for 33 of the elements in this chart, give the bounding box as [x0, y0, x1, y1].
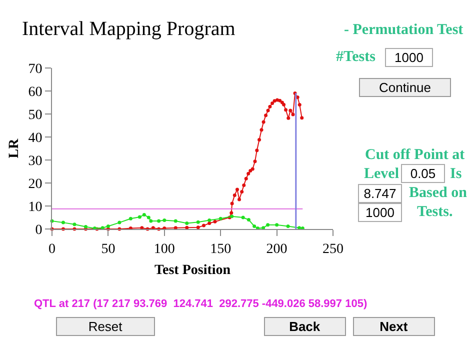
x-tick-label: 250	[322, 242, 344, 257]
y-tick-label: 40	[28, 130, 42, 146]
chart-title: Interval Mapping Program	[22, 18, 236, 40]
x-tick-label: 100	[154, 242, 175, 257]
text: Continue	[378, 80, 432, 95]
text: Tests.	[417, 204, 453, 220]
x-axis-title: Test Position	[154, 263, 231, 278]
text: 1000	[366, 205, 394, 220]
text: QTL at 217 (17 217 93.769 124.741 292.775 -449.026 58.997 105)	[34, 298, 368, 310]
y-tick-label: 10	[28, 200, 42, 215]
y-tick-label: 50	[28, 108, 42, 123]
y-tick-label: 60	[28, 84, 42, 100]
text: Based on	[409, 185, 468, 201]
text: Is	[450, 166, 462, 182]
x-tick-label: 200	[266, 242, 288, 257]
x-tick-label: 150	[210, 242, 232, 257]
x-tick-label: 0	[48, 242, 56, 257]
text: 1000	[394, 50, 424, 65]
text: 0.05	[410, 166, 436, 181]
y-tick-label: 30	[28, 154, 42, 169]
y-axis-title: LR	[6, 138, 22, 158]
text: 8.747	[364, 186, 396, 201]
y-tick-label: 0	[35, 222, 42, 238]
text: #Tests	[336, 49, 376, 65]
x-tick-label: 50	[101, 242, 116, 257]
text: Back	[289, 319, 321, 334]
text: - Permutation Test	[344, 22, 464, 38]
text: Next	[380, 319, 408, 334]
text: Cut off Point at	[365, 147, 465, 163]
text: Reset	[88, 319, 123, 334]
y-tick-label: 70	[28, 62, 42, 77]
y-tick-label: 20	[28, 176, 42, 192]
text: Level	[364, 166, 399, 182]
